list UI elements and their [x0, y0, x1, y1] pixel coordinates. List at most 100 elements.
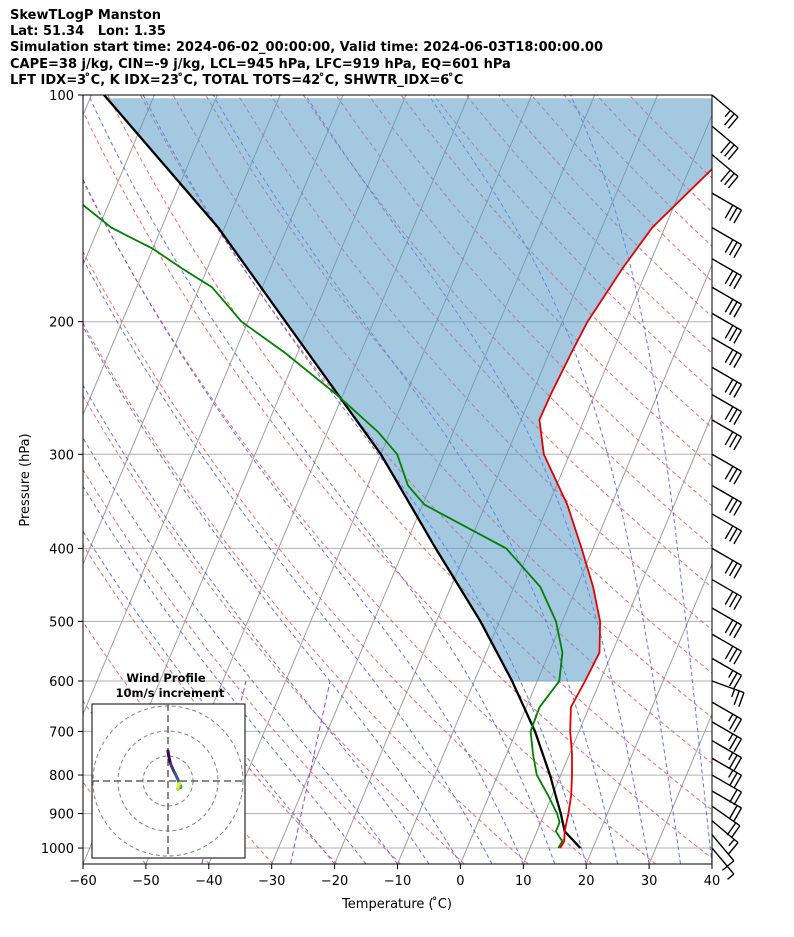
wind-barb-flag: [729, 272, 738, 287]
wind-barb-flag: [724, 619, 734, 634]
wind-barb-half-flag: [727, 873, 735, 880]
wind-barb-shaft: [711, 125, 739, 149]
isotherm-line: [397, 113, 712, 864]
wind-barb-shaft: [711, 701, 742, 720]
wind-barb: [711, 94, 739, 129]
wind-barb-shaft: [711, 774, 742, 793]
wind-barb: [711, 834, 735, 871]
isotherm-line: [83, 95, 218, 417]
isotherm-line: [522, 413, 712, 864]
wind-barb: [711, 847, 735, 880]
y-tick-label: 1000: [41, 842, 74, 857]
wind-barb: [711, 453, 743, 485]
dry-adiabat: [83, 250, 593, 864]
wind-barb-shaft: [711, 154, 739, 178]
y-tick-label: 200: [49, 316, 74, 331]
wind-barb-shaft: [711, 258, 742, 277]
dry-adiabat: [83, 110, 712, 859]
wind-barb: [711, 337, 743, 368]
wind-barb-shaft: [711, 286, 742, 305]
parcel-line: [103, 95, 582, 849]
y-tick-label: 100: [49, 89, 74, 104]
wind-barb-flag: [733, 530, 743, 545]
wind-barb-flag: [729, 528, 738, 542]
wind-barb-flag: [733, 596, 743, 610]
mixing-ratio-line: [290, 680, 331, 864]
dry-adiabat: [83, 322, 529, 864]
wind-barb-flag: [738, 692, 745, 707]
wind-barb: [711, 484, 743, 516]
wind-barb-flag: [733, 791, 743, 806]
wind-barb-flag: [729, 805, 738, 819]
dewpoint-line: [83, 203, 564, 849]
x-tick-label: 40: [704, 874, 721, 889]
wind-barb-flag: [729, 468, 738, 483]
wind-barb: [711, 607, 743, 639]
wind-barb-flag: [729, 789, 738, 803]
wind-barb-half-flag: [728, 769, 734, 778]
moist-adiabat: [83, 325, 461, 864]
wind-barb: [711, 125, 739, 160]
wind-barb-flag: [724, 113, 735, 126]
dry-adiabat: [83, 180, 657, 864]
wind-barb-flag: [729, 351, 738, 366]
wind-barb-flag: [724, 465, 734, 480]
wind-barb-flag: [733, 718, 743, 733]
wind-barb: [711, 757, 743, 789]
wind-barb-flag: [729, 433, 738, 448]
x-tick-label: 20: [578, 874, 595, 889]
wind-barb: [711, 286, 743, 318]
wind-barb-half-flag: [728, 713, 734, 722]
wind-barb-half-flag: [728, 752, 734, 761]
wind-barb-flag: [727, 842, 739, 855]
wind-barb: [711, 154, 739, 189]
wind-barb-flag: [729, 408, 738, 423]
x-tick-label: −20: [321, 874, 348, 889]
wind-barb-flag: [724, 406, 734, 421]
wind-barb-half-flag: [724, 109, 731, 118]
wind-barb-flag: [733, 502, 743, 516]
x-tick-label: −50: [132, 874, 159, 889]
wind-barb-flag: [733, 384, 743, 398]
location-line: Lat: 51.34 Lon: 1.35: [10, 24, 166, 39]
wind-barb-flag: [720, 169, 731, 182]
wind-barb-flag: [729, 772, 738, 787]
wind-barb-shaft: [711, 578, 742, 598]
wind-barb: [711, 192, 743, 224]
wind-barb-flag: [724, 560, 734, 574]
wind-barb-flag: [724, 325, 734, 339]
moist-adiabat: [83, 178, 524, 864]
wind-barb-flag: [733, 330, 743, 344]
wind-barb: [711, 740, 743, 771]
moist-adiabat: [88, 95, 556, 864]
wind-barb-half-flag: [728, 838, 735, 847]
wind-barb-shaft: [711, 94, 739, 118]
indices-line: LFT IDX=3 ̊C, K IDX=23 ̊C, TOTAL TOTS=42…: [10, 73, 464, 88]
wind-barb-flag: [724, 497, 734, 511]
wind-barb: [711, 790, 743, 822]
wind-barb-flag: [730, 825, 741, 839]
wind-barb-shaft: [711, 547, 742, 566]
wind-barb: [711, 633, 743, 665]
wind-barb-shaft: [711, 419, 742, 438]
wind-barb-flag: [729, 562, 738, 577]
isotherm-line: [648, 712, 712, 864]
moist-adiabat: [83, 485, 367, 864]
wind-barb-flag: [729, 716, 738, 730]
wind-barb-flag: [729, 381, 738, 396]
inset-title-line-1: Wind Profile: [126, 671, 206, 685]
wind-barb-flag: [733, 275, 743, 290]
wind-barb-flag: [733, 738, 743, 753]
wind-barb-flag: [729, 207, 738, 221]
wind-barb-flag: [733, 690, 740, 706]
wind-barb-shaft: [711, 312, 742, 332]
wind-barb-shaft: [711, 453, 742, 472]
y-tick-label: 700: [49, 725, 74, 740]
cape-line: CAPE=38 j/kg, CIN=-9 j/kg, LCL=945 hPa, …: [10, 57, 511, 72]
moist-adiabat: [83, 530, 335, 864]
wind-barb-shaft: [711, 757, 742, 776]
wind-barb-flag: [733, 807, 743, 822]
wind-barb-flag: [720, 141, 731, 154]
wind-barb-shaft: [711, 790, 742, 809]
moist-adiabat: [570, 95, 712, 864]
